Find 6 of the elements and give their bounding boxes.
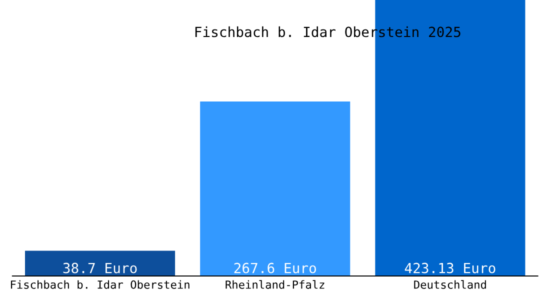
x-tick-label: Rheinland-Pfalz [226, 280, 324, 289]
data-label: 38.7 Euro [63, 262, 137, 274]
x-tick-label: Deutschland [414, 280, 486, 289]
data-label: 423.13 Euro [404, 262, 496, 274]
x-tick-label: Fischbach b. Idar Oberstein [10, 280, 190, 289]
data-label: 267.6 Euro [234, 262, 316, 274]
